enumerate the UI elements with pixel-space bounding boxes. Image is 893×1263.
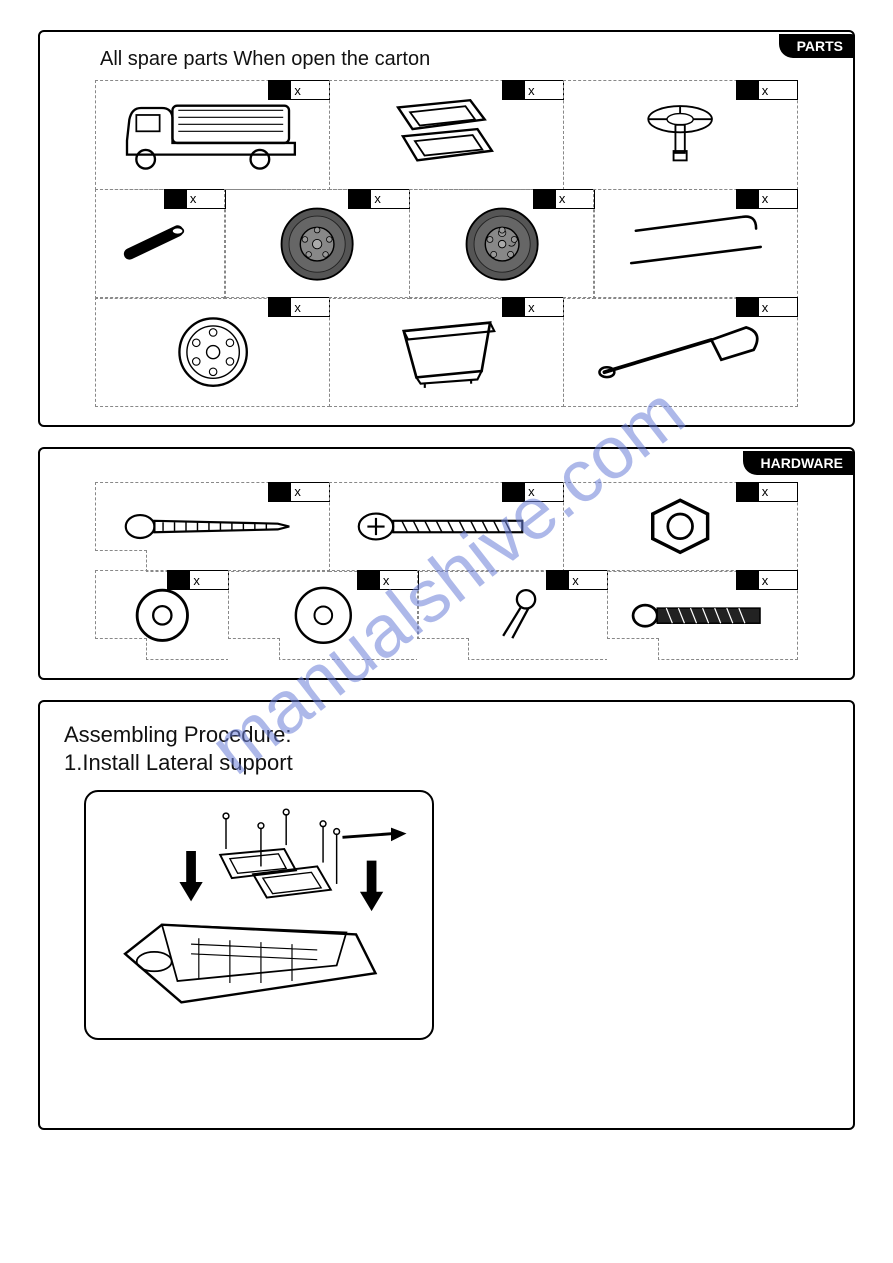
hardware-tab: HARDWARE <box>743 451 855 475</box>
notch <box>607 638 659 660</box>
cell-washer-small: x <box>95 570 229 660</box>
qty-tag: x <box>736 80 798 100</box>
qty-tag: x <box>736 297 798 317</box>
steering-wheel-icon <box>638 93 722 177</box>
notch <box>228 638 280 660</box>
cell-bucket: x <box>329 297 564 407</box>
rods-icon <box>615 203 777 284</box>
truck-body-icon <box>120 94 307 176</box>
parts-title: All spare parts When open the carton <box>100 48 839 71</box>
front-wheel-icon <box>275 202 359 286</box>
cell-machine-screw: x <box>329 482 564 572</box>
step-1-figure <box>84 790 434 1040</box>
shovel-icon <box>587 315 774 390</box>
qty-tag: x <box>736 570 798 590</box>
bolt-icon <box>627 593 778 638</box>
parts-row-1: x x <box>96 81 797 190</box>
page: manualshive.com PARTS All spare parts Wh… <box>38 30 855 1130</box>
qty-tag: x <box>502 80 564 100</box>
hex-nut-icon <box>639 492 721 561</box>
qty-tag: x <box>533 189 595 209</box>
bucket-icon <box>389 310 505 394</box>
cell-hubcap: x <box>95 297 330 407</box>
notch <box>95 550 147 572</box>
install-lateral-support-icon <box>94 795 424 1035</box>
hubcap-icon <box>171 310 255 394</box>
qty-tag: x <box>164 189 226 209</box>
assembly-panel: Assembling Procedure: 1.Install Lateral … <box>38 700 855 1130</box>
cotter-pin-icon <box>478 581 547 650</box>
machine-screw-icon <box>353 505 540 548</box>
cell-rods: x <box>593 189 797 299</box>
cell-truck-body: x <box>95 80 330 190</box>
qty-tag: x <box>502 482 564 502</box>
cell-bolt: x <box>607 570 798 660</box>
qty-tag: x <box>348 189 410 209</box>
cell-cotter-pin: x <box>417 570 608 660</box>
cell-bracket-plates: x <box>329 80 564 190</box>
cell-wood-screw: x <box>95 482 330 572</box>
parts-panel: PARTS All spare parts When open the cart… <box>38 30 855 427</box>
notch <box>95 638 147 660</box>
cell-front-wheel: x <box>224 189 410 299</box>
parts-row-3: x x <box>96 298 797 407</box>
bracket-plates-icon <box>374 93 518 177</box>
parts-tab: PARTS <box>779 34 855 58</box>
qty-tag: x <box>167 570 229 590</box>
hardware-panel: HARDWARE x x <box>38 447 855 680</box>
qty-tag: x <box>357 570 419 590</box>
cell-hex-nut: x <box>563 482 798 572</box>
cell-shovel: x <box>563 297 798 407</box>
parts-row-2: x x <box>96 190 797 299</box>
wood-screw-icon <box>120 505 307 548</box>
qty-tag: x <box>268 80 330 100</box>
washer-large-icon <box>289 581 358 650</box>
qty-tag: x <box>502 297 564 317</box>
cell-washer-large: x <box>228 570 419 660</box>
axle-tube-icon <box>109 215 212 272</box>
cell-axle-tube: x <box>95 189 226 299</box>
qty-tag: x <box>736 189 798 209</box>
assembly-heading: Assembling Procedure: <box>64 722 839 748</box>
qty-tag: x <box>546 570 608 590</box>
qty-tag: x <box>736 482 798 502</box>
assembly-step-1: 1.Install Lateral support <box>64 750 839 776</box>
cell-rear-wheel: x <box>409 189 595 299</box>
qty-tag: x <box>268 297 330 317</box>
rear-wheel-icon <box>460 202 544 286</box>
hardware-row-2: x x x <box>96 571 797 660</box>
hardware-row-1: x x x <box>96 483 797 572</box>
qty-tag: x <box>268 482 330 502</box>
notch <box>417 638 469 660</box>
cell-steering-wheel: x <box>563 80 798 190</box>
